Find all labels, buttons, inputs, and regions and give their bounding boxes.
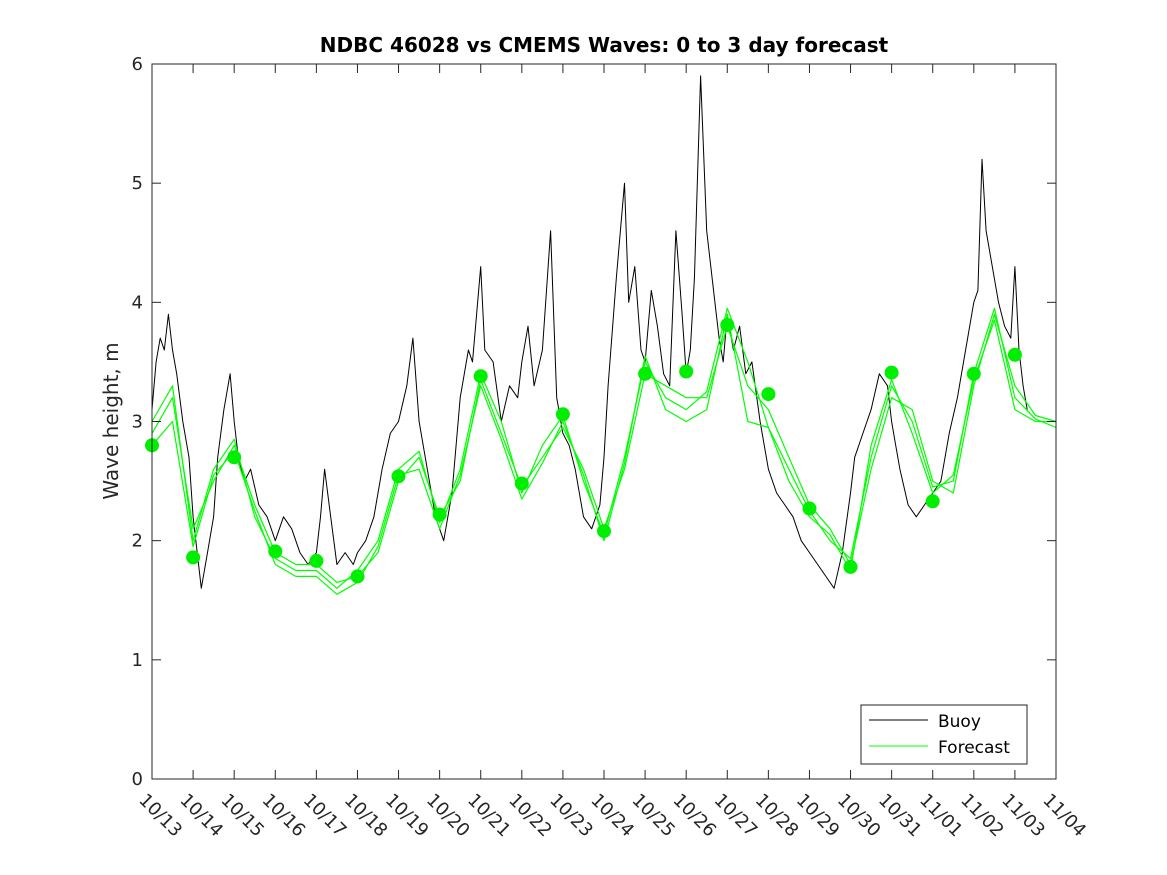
- legend-box: [860, 704, 1028, 765]
- y-ticks: 0 1 2 3 4 5 6: [132, 54, 1056, 790]
- y-tick-label: 6: [132, 54, 143, 75]
- nowcast-marker: [679, 364, 694, 379]
- nowcast-marker: [391, 469, 406, 484]
- y-tick-label: 3: [132, 412, 143, 433]
- forecast-line-3: [151, 313, 1056, 595]
- legend: Buoy Forecast: [860, 704, 1028, 765]
- plot-area: [152, 64, 1056, 779]
- nowcast-marker: [555, 407, 570, 422]
- y-tick-label: 2: [132, 531, 143, 552]
- nowcast-marker: [309, 553, 324, 568]
- nowcast-marker: [720, 318, 735, 332]
- nowcast-marker: [597, 524, 611, 539]
- nowcast-marker: [843, 559, 858, 574]
- nowcast-marker: [473, 369, 488, 384]
- nowcast-marker: [350, 569, 365, 584]
- legend-buoy-label: Buoy: [938, 712, 981, 732]
- nowcast-marker: [966, 366, 981, 381]
- buoy-line: [151, 75, 1028, 589]
- nowcast-marker: [761, 387, 776, 402]
- nowcast-marker: [638, 366, 653, 381]
- nowcast-marker: [186, 550, 201, 565]
- nowcast-marker: [1007, 347, 1022, 362]
- y-tick-label: 5: [132, 173, 143, 194]
- nowcast-marker: [514, 476, 529, 491]
- y-tick-label: 4: [132, 292, 143, 313]
- nowcast-marker: [802, 501, 817, 516]
- nowcast-marker: [432, 507, 447, 522]
- y-tick-label: 0: [132, 769, 143, 790]
- nowcast-markers: [145, 318, 1022, 584]
- nowcast-marker: [227, 450, 242, 465]
- nowcast-marker: [884, 365, 899, 380]
- y-tick-label: 1: [132, 650, 143, 671]
- nowcast-marker: [268, 544, 283, 559]
- legend-forecast-label: Forecast: [938, 738, 1010, 758]
- y-axis-label: Wave height, m: [99, 342, 123, 499]
- nowcast-marker: [925, 494, 940, 509]
- chart-title: NDBC 46028 vs CMEMS Waves: 0 to 3 day fo…: [320, 33, 889, 57]
